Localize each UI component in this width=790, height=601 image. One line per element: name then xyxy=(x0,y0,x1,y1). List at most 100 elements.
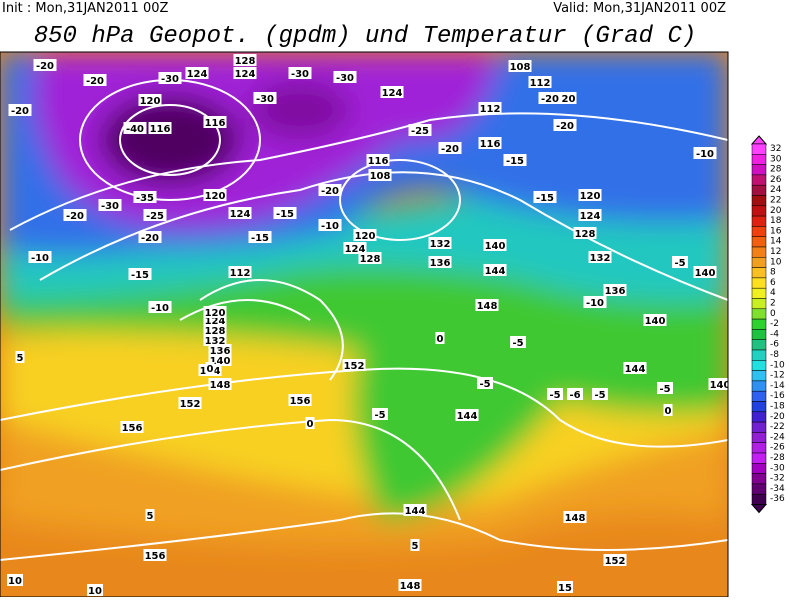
contour-label: 132 xyxy=(590,253,611,264)
label-box xyxy=(318,219,342,231)
colorbar-label: -34 xyxy=(770,484,785,494)
contour-label: -20 xyxy=(11,106,29,117)
colorbar-swatch xyxy=(751,195,767,207)
contour-label: 0 xyxy=(665,406,672,417)
colorbar-swatch xyxy=(751,318,767,330)
label-box xyxy=(603,284,627,296)
contour-label: -5 xyxy=(549,390,560,401)
colorbar-label: 30 xyxy=(770,154,782,164)
contour-label: -30 xyxy=(336,73,354,84)
label-box xyxy=(477,377,493,389)
colorbar-swatch xyxy=(751,442,767,454)
colorbar-swatch xyxy=(751,473,767,485)
label-box xyxy=(483,264,507,276)
label-box xyxy=(475,299,499,311)
contour-label: 116 xyxy=(368,156,389,167)
label-box xyxy=(410,539,420,551)
contour-label: 116 xyxy=(150,124,171,135)
label-box xyxy=(342,359,366,371)
label-box xyxy=(573,227,597,239)
colorbar-swatch xyxy=(751,236,767,248)
contour-label: 124 xyxy=(345,244,366,255)
label-box xyxy=(372,408,388,420)
label-box xyxy=(588,251,612,263)
label-box xyxy=(8,104,32,116)
contour-label: -20 xyxy=(141,233,159,244)
colorbar-swatch xyxy=(751,287,767,299)
label-box xyxy=(368,169,392,181)
contour-label: -20 xyxy=(556,121,574,132)
contour-label: 124 xyxy=(580,211,601,222)
colorbar-bottom-arrow xyxy=(750,504,768,514)
label-box xyxy=(428,237,452,249)
label-box xyxy=(138,231,162,243)
colorbar-top-arrow xyxy=(750,135,768,145)
label-box xyxy=(145,509,155,521)
colorbar-label: 18 xyxy=(770,216,782,226)
contour-label: -5 xyxy=(479,379,490,390)
label-box xyxy=(533,191,557,203)
label-box xyxy=(503,154,527,166)
label-box xyxy=(233,67,257,79)
label-box xyxy=(123,122,147,134)
colorbar-label: 10 xyxy=(770,257,782,267)
colorbar-label: 14 xyxy=(770,237,782,247)
colorbar-swatch xyxy=(751,493,767,505)
colorbar-label: -4 xyxy=(770,329,779,339)
colorbar-swatch xyxy=(751,215,767,227)
contour-label: -15 xyxy=(131,270,149,281)
contour-label: 152 xyxy=(605,556,626,567)
contour-label: -15 xyxy=(536,193,554,204)
colorbar-label: 4 xyxy=(770,288,776,298)
colorbar-swatch xyxy=(751,257,767,268)
colorbar-swatch xyxy=(751,184,767,196)
label-box xyxy=(672,256,688,268)
label-box xyxy=(203,324,227,336)
label-box xyxy=(578,209,602,221)
contour-label: -10 xyxy=(696,149,714,160)
contour-label: 124 xyxy=(230,209,251,220)
contour-label: 144 xyxy=(405,506,426,517)
colorbar-swatch xyxy=(751,452,767,464)
label-box xyxy=(455,409,479,421)
contour-label: 5 xyxy=(412,541,419,552)
label-box xyxy=(203,334,227,346)
contour-label: 136 xyxy=(430,258,451,269)
contour-label: 5 xyxy=(147,511,154,522)
label-box xyxy=(203,116,227,128)
colorbar-swatch xyxy=(751,143,767,155)
valid-text: Valid: Mon,31JAN2011 00Z xyxy=(553,1,726,16)
contour-label: 10 xyxy=(8,576,22,587)
label-box xyxy=(228,266,252,278)
label-box xyxy=(318,184,342,196)
colorbar-swatch xyxy=(751,380,767,392)
contour-label: 124 xyxy=(382,88,403,99)
label-box xyxy=(83,74,107,86)
contour-label: -30 xyxy=(101,201,119,212)
colorbar-swatch xyxy=(751,298,767,310)
contour-label: 5 xyxy=(17,353,24,364)
label-box xyxy=(483,239,507,251)
contour-label: -20 xyxy=(36,61,54,72)
label-box xyxy=(380,86,404,98)
label-box xyxy=(508,60,532,72)
label-box xyxy=(185,67,209,79)
contour-label: 128 xyxy=(575,229,596,240)
colorbar-label: -2 xyxy=(770,319,779,329)
contour-label: -15 xyxy=(251,233,269,244)
label-box xyxy=(333,71,357,83)
colorbar-label: 8 xyxy=(770,268,776,278)
contour-label: 120 xyxy=(355,231,376,242)
label-box xyxy=(438,142,462,154)
colorbar-swatch xyxy=(751,226,767,237)
contour-label: -20 xyxy=(86,76,104,87)
label-box xyxy=(158,72,182,84)
label-box xyxy=(708,378,728,390)
colorbar-label: 28 xyxy=(770,165,782,175)
colorbar-label: 0 xyxy=(770,309,776,319)
contour-label: 140 xyxy=(645,316,666,327)
colorbar-label: 12 xyxy=(770,247,781,257)
contour-label: -5 xyxy=(374,410,385,421)
colorbar-label: -10 xyxy=(770,360,785,370)
